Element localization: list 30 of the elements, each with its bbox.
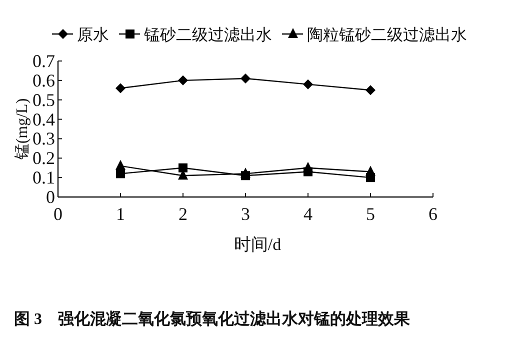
legend-label: 原水 — [77, 26, 109, 44]
point — [116, 83, 126, 94]
x-axis-title: 时间/d — [234, 235, 282, 254]
x-tick-label: 5 — [366, 204, 375, 224]
y-tick-label: 0.5 — [32, 90, 55, 110]
x-tick-label: 6 — [428, 204, 438, 224]
point — [178, 75, 188, 86]
point — [116, 169, 125, 178]
x-tick-label: 3 — [241, 204, 250, 224]
point — [240, 73, 250, 84]
point — [304, 167, 312, 176]
y-tick-label: 0.6 — [32, 70, 55, 90]
point — [241, 171, 250, 180]
y-tick-label: 0.3 — [32, 128, 55, 149]
point — [303, 79, 313, 90]
x-tick-label: 1 — [116, 204, 125, 224]
x-tick-label: 4 — [304, 204, 312, 224]
caption: 图 3 强化混凝二氧化氯预氧化过滤出水对锰的处理效果 — [14, 310, 411, 328]
y-axis-title: 锰(mg/L) — [14, 98, 31, 161]
point — [178, 163, 188, 172]
point — [366, 173, 375, 182]
y-tick-label: 0.1 — [32, 168, 55, 188]
y-tick-label: 0.4 — [32, 109, 55, 130]
point — [366, 85, 376, 96]
legend-label: 锰砂二级过滤出水 — [143, 26, 272, 44]
y-tick-label: 0.2 — [32, 148, 55, 168]
y-tick-label: 0 — [46, 187, 55, 207]
legend-label: 陶粒锰砂二级过滤出水 — [307, 26, 467, 44]
y-tick-label: 0.7 — [32, 51, 55, 71]
x-tick-label: 2 — [178, 204, 188, 224]
